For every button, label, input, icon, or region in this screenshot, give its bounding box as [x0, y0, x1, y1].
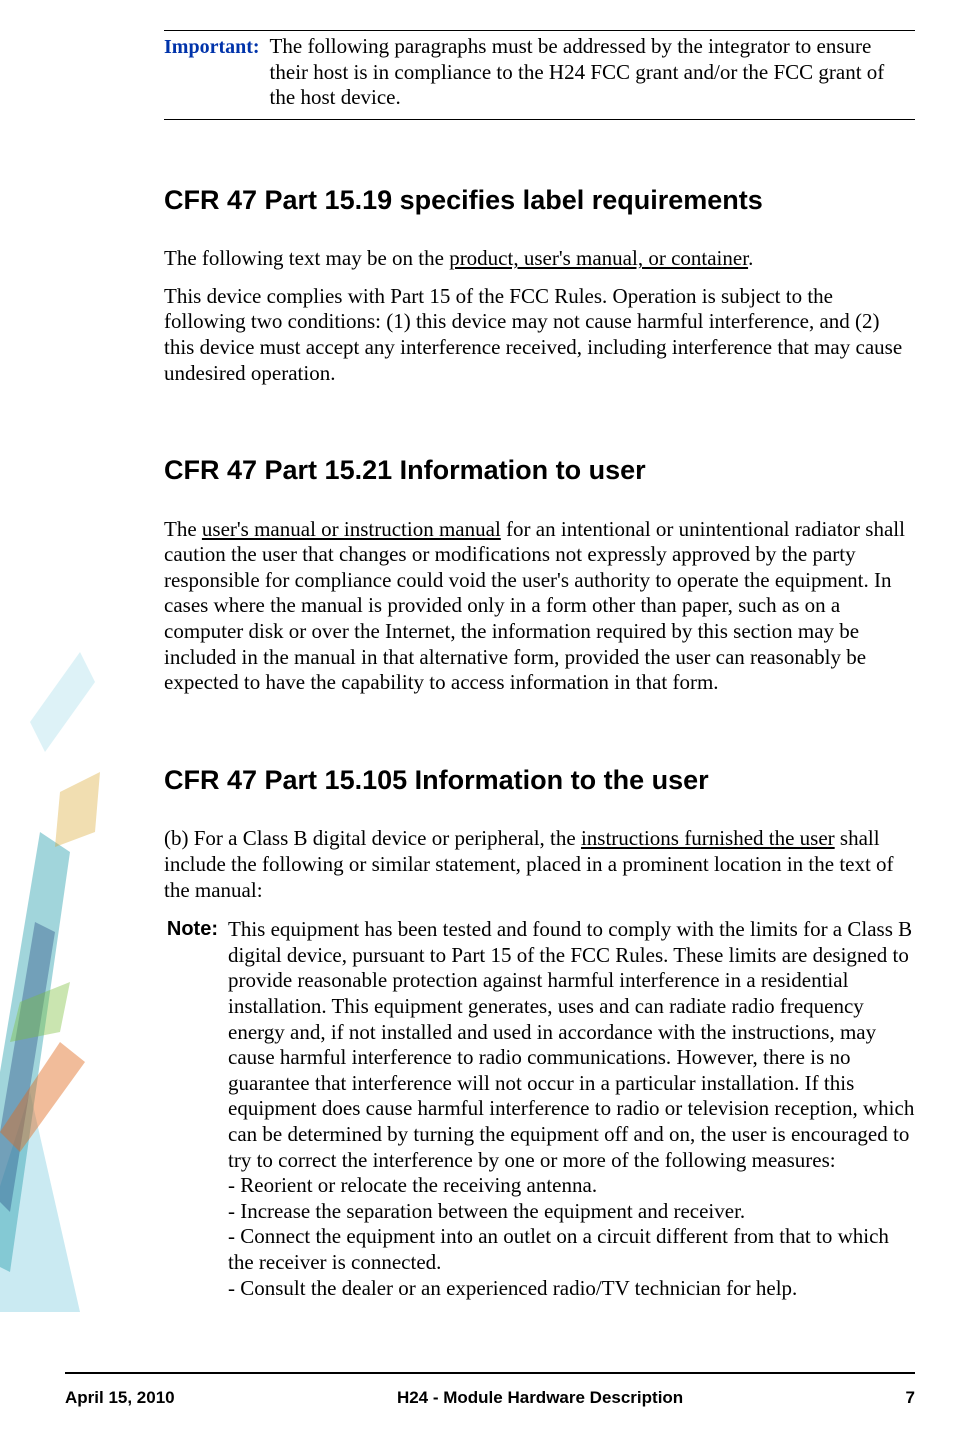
important-label: Important:: [164, 34, 260, 59]
note-block: Note: This equipment has been tested and…: [164, 917, 915, 1301]
callout-rule-top: [164, 30, 915, 31]
s1-p2: This device complies with Part 15 of the…: [164, 284, 915, 386]
note-text: This equipment has been tested and found…: [228, 917, 915, 1173]
note-measure-4: - Consult the dealer or an experienced r…: [228, 1276, 915, 1302]
footer-title: H24 - Module Hardware Description: [397, 1388, 683, 1408]
s1-p1: The following text may be on the product…: [164, 246, 915, 272]
section-heading-15-105: CFR 47 Part 15.105 Information to the us…: [164, 764, 915, 796]
s2-p1-pre: The: [164, 517, 202, 541]
s2-p1-underline: user's manual or instruction manual: [202, 517, 501, 541]
s3-p1-pre: (b) For a Class B digital device or peri…: [164, 826, 581, 850]
footer-page: 7: [906, 1388, 915, 1408]
s2-p1-post: for an intentional or unintentional radi…: [164, 517, 905, 695]
important-text: The following paragraphs must be address…: [270, 34, 915, 111]
s1-p1-pre: The following text may be on the: [164, 246, 449, 270]
note-measure-3: - Connect the equipment into an outlet o…: [228, 1224, 915, 1275]
footer-date: April 15, 2010: [65, 1388, 175, 1408]
note-body: This equipment has been tested and found…: [228, 917, 915, 1301]
s1-p1-post: .: [748, 246, 753, 270]
section-heading-15-19: CFR 47 Part 15.19 specifies label requir…: [164, 184, 915, 216]
note-measure-2: - Increase the separation between the eq…: [228, 1199, 915, 1225]
page-footer: April 15, 2010 H24 - Module Hardware Des…: [65, 1372, 915, 1408]
background-decoration: [0, 572, 120, 1322]
important-callout: Important: The following paragraphs must…: [164, 34, 915, 111]
callout-rule-bottom: [164, 119, 915, 120]
s2-p1: The user's manual or instruction manual …: [164, 517, 915, 696]
s1-p1-underline: product, user's manual, or container: [449, 246, 748, 270]
s3-p1: (b) For a Class B digital device or peri…: [164, 826, 915, 903]
note-measure-1: - Reorient or relocate the receiving ant…: [228, 1173, 915, 1199]
section-heading-15-21: CFR 47 Part 15.21 Information to user: [164, 454, 915, 486]
footer-rule: [65, 1372, 915, 1374]
s3-p1-underline: instructions furnished the user: [581, 826, 835, 850]
note-label: Note:: [164, 917, 218, 941]
